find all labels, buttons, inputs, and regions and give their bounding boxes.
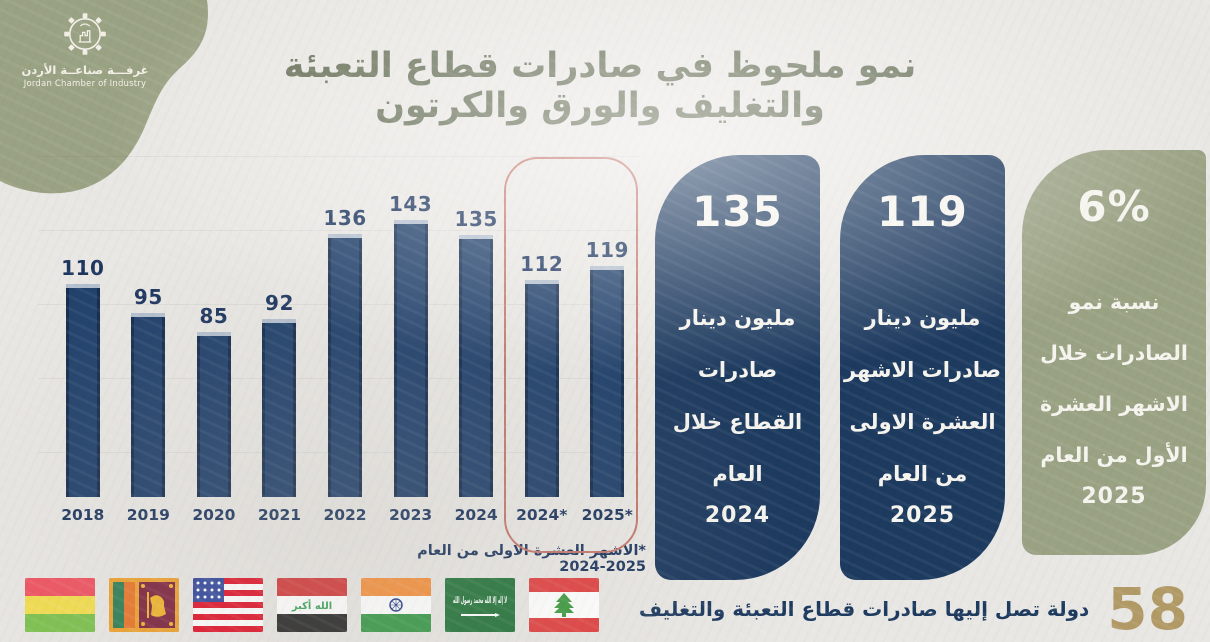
bar: [65, 284, 100, 497]
flag-saudi-arabia: لا إله إلا الله محمد رسول الله: [444, 578, 516, 632]
stat-description-line: من العام: [877, 462, 968, 486]
bar-value-label: 85: [199, 304, 229, 328]
stat-value: 135: [692, 187, 783, 236]
bar: [590, 266, 625, 497]
exports-bar-chart: 110 95 85 92 136 143 135 112 119 2018 2019 2020 202…: [38, 150, 641, 524]
svg-text:الله أكبر: الله أكبر: [291, 599, 332, 612]
gridline: [38, 156, 640, 157]
stat-description: مليون دينار صادرات القطاع خلال العام: [673, 292, 803, 500]
stat-panel-growth-rate: 6% نسبة نمو الصادرات خلال الاشهر العشرة الأ…: [1022, 150, 1206, 555]
bar: [328, 234, 363, 497]
page-title: نمو ملحوظ في صادرات قطاع التعبئة والتغلي…: [283, 46, 917, 126]
bar-value-label: 110: [61, 256, 105, 280]
countries-reached-note: دولة تصل إليها صادرات قطاع التعبئة والتغ…: [639, 580, 1188, 638]
flag-united-states: [192, 578, 264, 632]
year-label: 2018: [61, 506, 105, 524]
stat-year: 2024: [704, 503, 771, 528]
stat-description-line: مليون دينار: [864, 306, 981, 330]
bar-value-label: 92: [265, 291, 294, 315]
bar-column-2019: 95: [116, 285, 182, 497]
bar-chart-columns: 110 95 85 92 136 143 135 112 119: [38, 150, 641, 497]
bar: [459, 235, 494, 497]
stat-year: 2025: [1081, 484, 1147, 509]
year-label: 2021: [257, 506, 302, 524]
countries-reached-label: دولة تصل إليها صادرات قطاع التعبئة والتغ…: [638, 597, 1090, 621]
countries-reached-count: 58: [1107, 575, 1188, 642]
bar-column-2023: 143: [378, 192, 444, 497]
gridline: [38, 230, 640, 231]
chamber-gear-emblem-icon: [64, 13, 106, 55]
year-label: 2020: [192, 506, 236, 524]
flag-lebanon: [528, 578, 600, 632]
stat-description-line: العام: [712, 462, 763, 486]
stat-panel-2024-exports: 135 مليون دينار صادرات القطاع خلال العام 20…: [655, 155, 820, 580]
stat-description-line: مليون دينار: [679, 306, 796, 330]
bar-value-label: 135: [454, 207, 498, 231]
bar-column-2024: 135: [443, 207, 509, 497]
bar: [196, 332, 231, 497]
stat-description-line: الصادرات خلال: [1040, 341, 1188, 365]
export-destination-flags: الله أكبر لا إله إلا الله محمد رسول الله: [24, 578, 600, 632]
stat-description-line: الاشهر العشرة: [1040, 392, 1188, 416]
bar: [262, 319, 297, 497]
svg-text:لا إله إلا الله محمد رسول الله: لا إله إلا الله محمد رسول الله: [453, 596, 507, 606]
stat-description-line: نسبة نمو: [1068, 290, 1160, 314]
bar-chart-year-labels: 2018 2019 2020 2021 2022 2023 2024 2024* 2025*: [50, 506, 640, 524]
bar-value-label: 136: [323, 206, 367, 230]
stat-year: 2025: [889, 503, 956, 528]
flag-india: [360, 578, 432, 632]
stat-description-line: القطاع خلال: [672, 410, 803, 434]
logo-arabic-name: غرفـــة صناعــة الأردن: [21, 63, 149, 77]
year-label: 2022: [323, 506, 367, 524]
stat-panel-2025-exports: 119 مليون دينار صادرات الاشهر العشرة الاول…: [840, 155, 1005, 580]
year-label: 2023: [389, 506, 433, 524]
stat-description-line: العشرة الاولى: [849, 410, 996, 434]
flag-bolivia: [24, 578, 96, 632]
stat-value: 6%: [1077, 182, 1151, 231]
corner-blob-shape: [0, 0, 240, 216]
bar-value-label: 143: [388, 192, 433, 216]
bar-column-2025*: 119: [575, 238, 641, 497]
bar-column-2024*: 112: [509, 252, 575, 497]
bar: [524, 280, 559, 497]
year-label: 2024*: [516, 506, 568, 524]
bar-value-label: 119: [585, 238, 629, 262]
jordan-chamber-logo: غرفـــة صناعــة الأردن Jordan Chamber of…: [16, 10, 154, 89]
bar: [131, 313, 166, 497]
bar-column-2021: 92: [247, 291, 313, 497]
bar-column-2020: 85: [181, 304, 247, 497]
stat-description: نسبة نمو الصادرات خلال الاشهر العشرة الأول …: [1040, 277, 1188, 481]
year-label: 2024: [454, 506, 498, 524]
stat-value: 119: [877, 187, 968, 236]
bar: [393, 220, 428, 497]
flag-sri-lanka: [108, 578, 180, 632]
bar-value-label: 112: [520, 252, 564, 276]
year-label: 2019: [126, 506, 170, 524]
logo-english-name: Jordan Chamber of Industry: [23, 79, 147, 89]
stat-description: مليون دينار صادرات الاشهر العشرة الاولى من …: [844, 292, 1001, 500]
stat-description-line: الأول من العام: [1040, 443, 1188, 467]
bar-column-2022: 136: [312, 206, 378, 497]
bar-value-label: 95: [133, 285, 163, 309]
flag-iraq: الله أكبر: [276, 578, 348, 632]
year-label: 2025*: [581, 506, 633, 524]
stat-description-line: صادرات: [697, 358, 778, 382]
stat-description-line: صادرات الاشهر: [843, 358, 1002, 382]
chart-footnote: *الاشهر العشرة الاولى من العام 2025-2024: [417, 543, 646, 575]
bar-column-2018: 110: [50, 256, 116, 497]
